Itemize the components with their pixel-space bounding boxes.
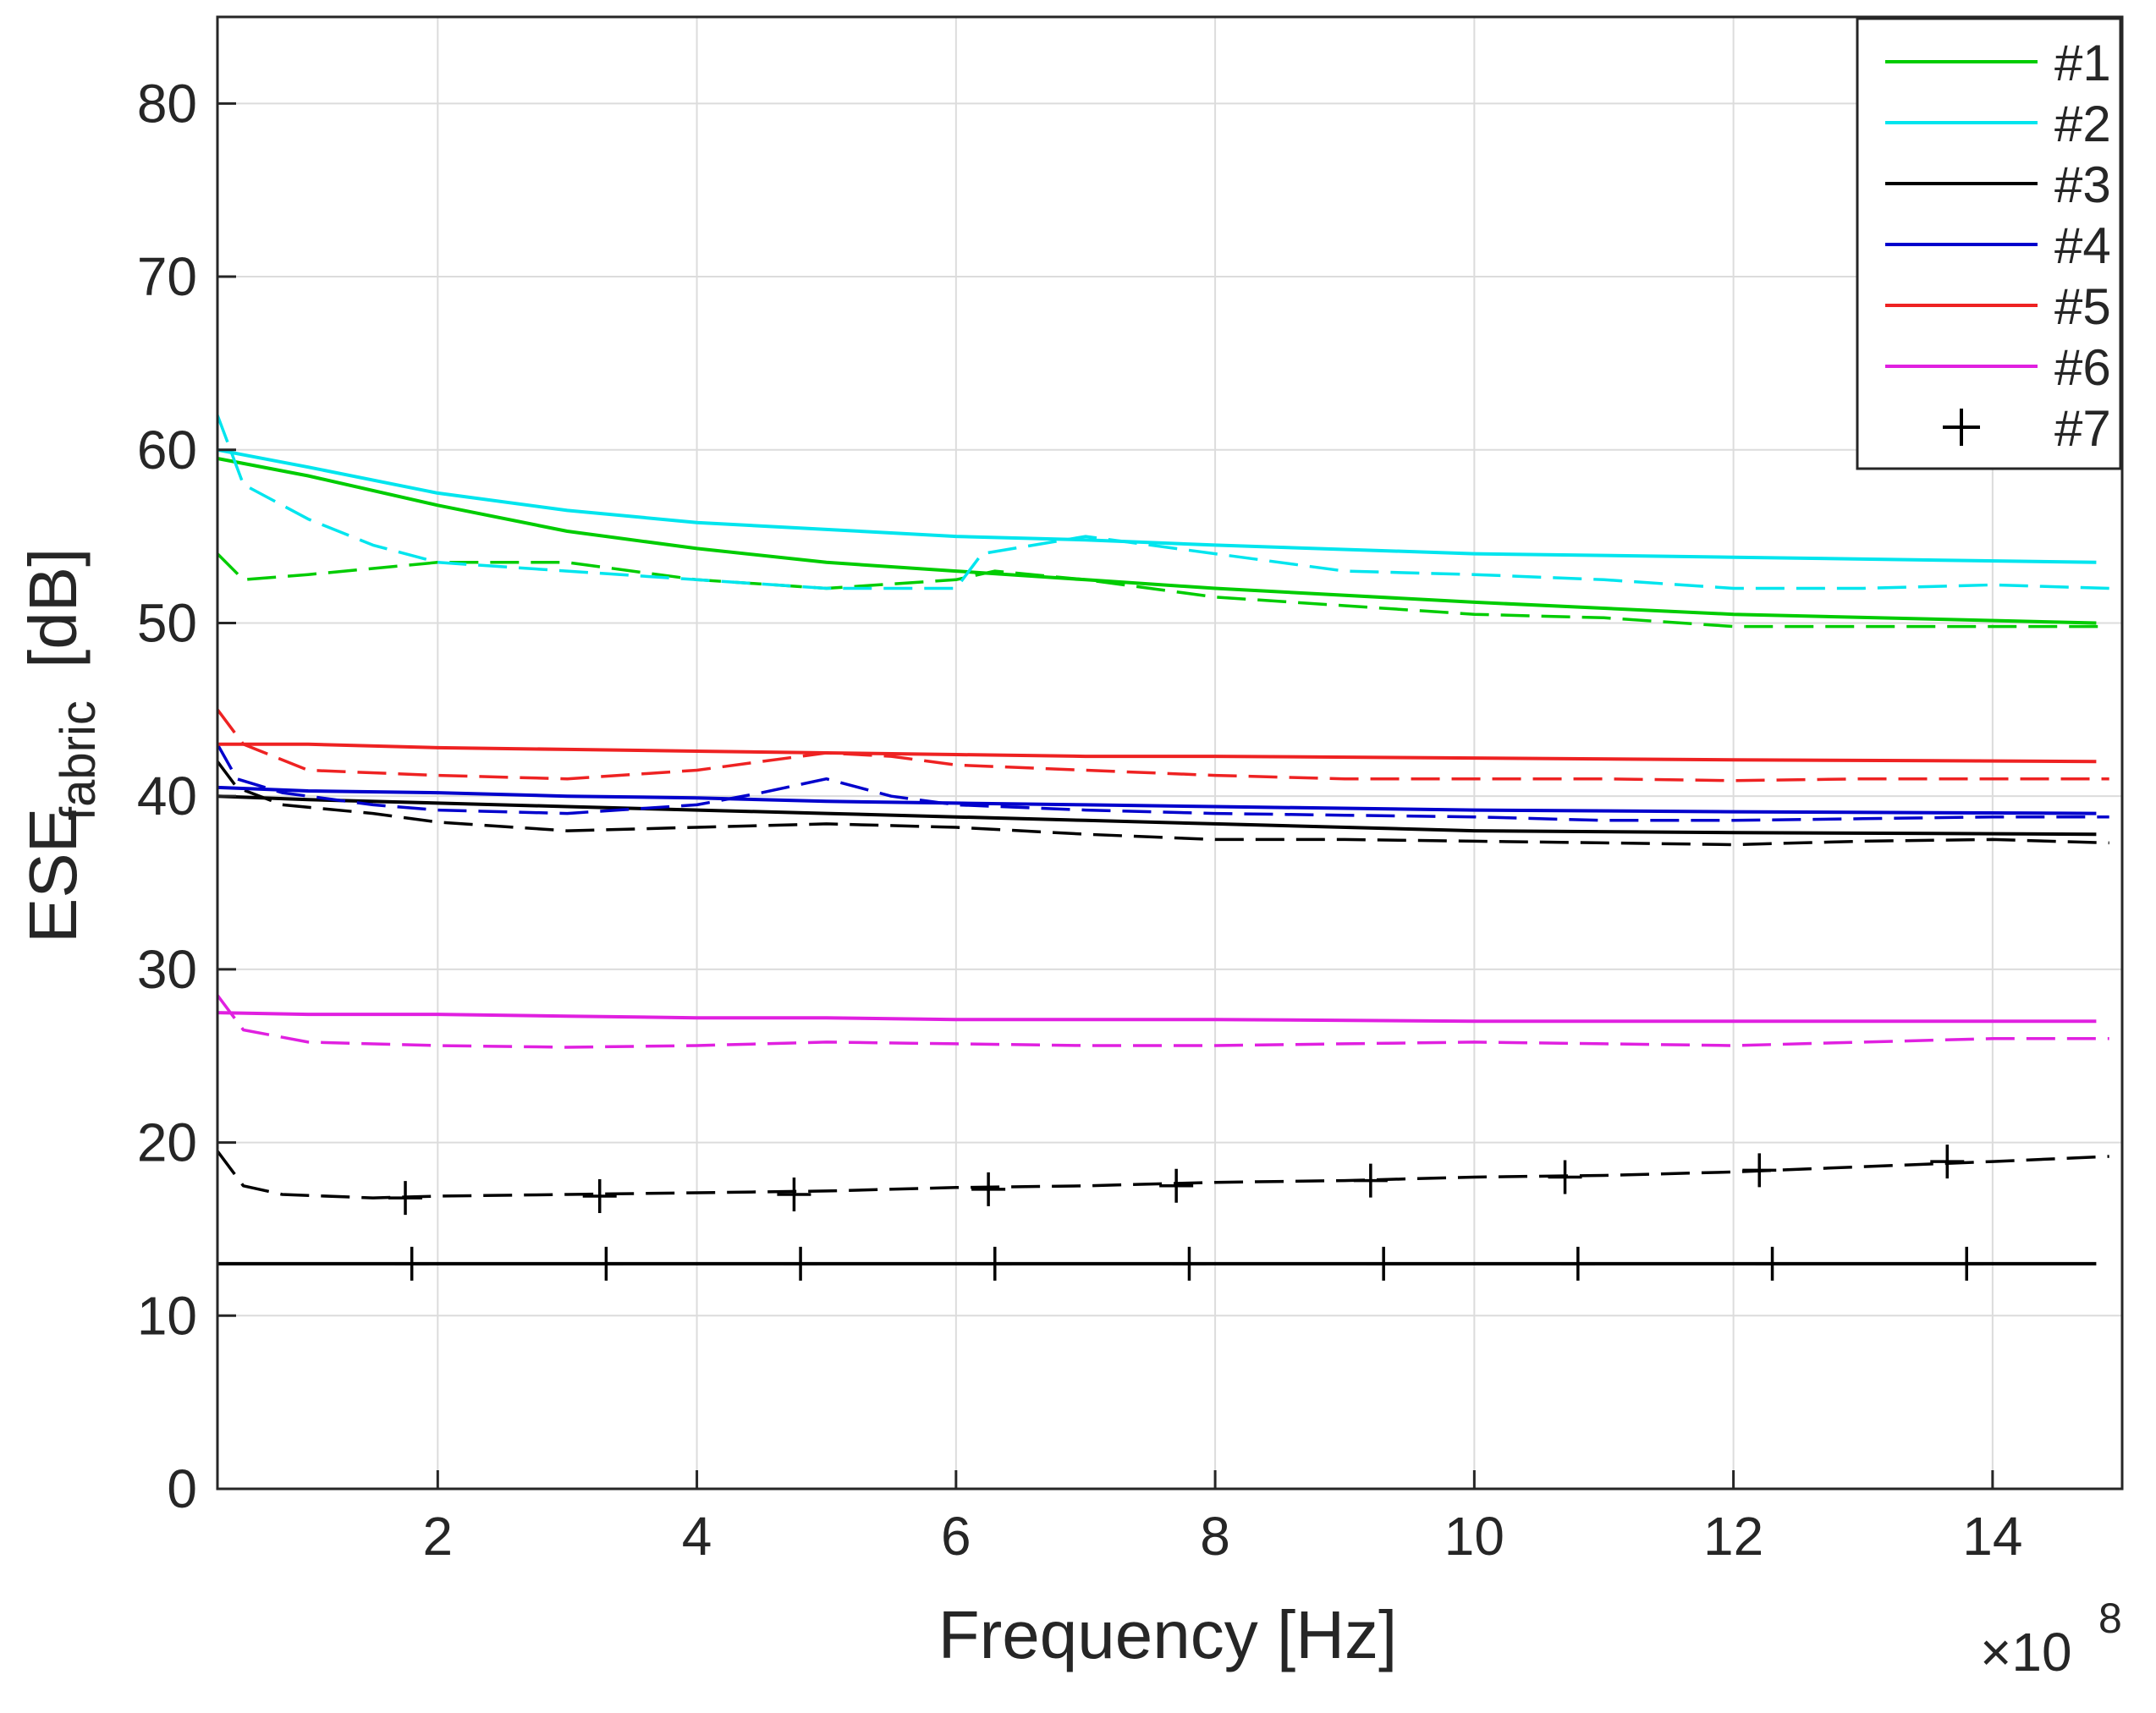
series-7-measured-marker xyxy=(1353,1163,1388,1198)
series-5-smooth-line xyxy=(217,742,2097,764)
legend-label-6: #6 xyxy=(2054,339,2111,396)
x-axis-label: Frequency [Hz] xyxy=(938,1597,1397,1672)
x-axis-exponent: ×10 8 xyxy=(1980,1595,2122,1683)
legend-label-7: #7 xyxy=(2054,400,2111,457)
series-7-smooth-marker xyxy=(1367,1246,1401,1281)
legend: #1#2#3#4#5#6#7 xyxy=(1856,17,2122,470)
series-4-measured-line xyxy=(216,743,2109,822)
series-7-measured-marker xyxy=(1742,1153,1777,1188)
series-7-measured-marker xyxy=(971,1172,1006,1206)
x-tick-label: 2 xyxy=(423,1506,454,1567)
axes-box xyxy=(216,15,2124,1491)
series-2-smooth-line xyxy=(217,447,2097,564)
x-tick-label: 12 xyxy=(1703,1506,1763,1567)
series-7-measured-marker xyxy=(582,1179,617,1214)
series-7-smooth-marker xyxy=(1172,1246,1207,1281)
series-7-smooth-marker xyxy=(1950,1246,1984,1281)
y-tick-label: 0 xyxy=(167,1458,197,1519)
x-tick-label: 8 xyxy=(1200,1506,1230,1567)
y-tick-label: 60 xyxy=(137,420,197,480)
series-1-measured-line xyxy=(216,552,2109,629)
y-axis-label: ESE fabric [dB] xyxy=(15,548,106,943)
series-7-smooth-marker xyxy=(1560,1246,1595,1281)
series-3-smooth-line xyxy=(217,794,2097,837)
series-6-smooth-line xyxy=(217,1011,2097,1024)
series-7-smooth-marker xyxy=(1755,1246,1790,1281)
y-tick-label: 80 xyxy=(137,73,197,134)
y-tick-label: 30 xyxy=(137,939,197,1000)
series-7-smooth-marker xyxy=(589,1246,624,1281)
series-4-smooth-line xyxy=(217,785,2097,815)
series-7-measured-marker xyxy=(777,1178,811,1211)
series-2-measured-line xyxy=(216,415,2109,590)
series-3-measured-line xyxy=(216,760,2109,847)
legend-label-4: #4 xyxy=(2054,217,2111,274)
series-1-smooth-line xyxy=(217,457,2097,625)
legend-label-5: #5 xyxy=(2054,278,2111,335)
y-label-subscript: fabric xyxy=(51,700,106,821)
series-7-measured-marker xyxy=(1548,1160,1582,1194)
series-7-measured-marker xyxy=(1159,1168,1194,1203)
series-7-smooth-marker xyxy=(784,1246,818,1281)
series-7-measured-marker xyxy=(1930,1145,1965,1179)
x-exponent-prefix: ×10 xyxy=(1980,1622,2072,1683)
x-tick-label: 6 xyxy=(941,1506,971,1567)
y-tick-label: 50 xyxy=(137,592,197,653)
x-tick-label: 4 xyxy=(682,1506,712,1567)
series-7-measured-marker xyxy=(388,1181,423,1216)
x-exponent-power: 8 xyxy=(2098,1595,2122,1642)
axis-ticks: 2 4 6 8 10 12 14 0 10 20 30 40 50 60 70 80 xyxy=(137,73,2023,1567)
data-series xyxy=(216,415,2109,1281)
y-label-unit: [dB] xyxy=(15,548,91,668)
y-label-main: ESE xyxy=(15,808,91,943)
x-tick-label: 14 xyxy=(1962,1506,2022,1567)
legend-marker-7 xyxy=(1943,409,1980,446)
y-tick-label: 70 xyxy=(137,246,197,307)
x-tick-label: 10 xyxy=(1444,1506,1504,1567)
plot-area xyxy=(217,17,2122,1489)
legend-label-1: #1 xyxy=(2054,35,2111,91)
legend-label-2: #2 xyxy=(2054,96,2111,152)
legend-label-3: #3 xyxy=(2054,156,2111,213)
series-7-smooth-marker xyxy=(394,1246,429,1281)
y-tick-label: 40 xyxy=(137,766,197,826)
y-tick-label: 20 xyxy=(137,1112,197,1173)
y-tick-label: 10 xyxy=(137,1285,197,1346)
series-7-smooth-marker xyxy=(977,1246,1012,1281)
